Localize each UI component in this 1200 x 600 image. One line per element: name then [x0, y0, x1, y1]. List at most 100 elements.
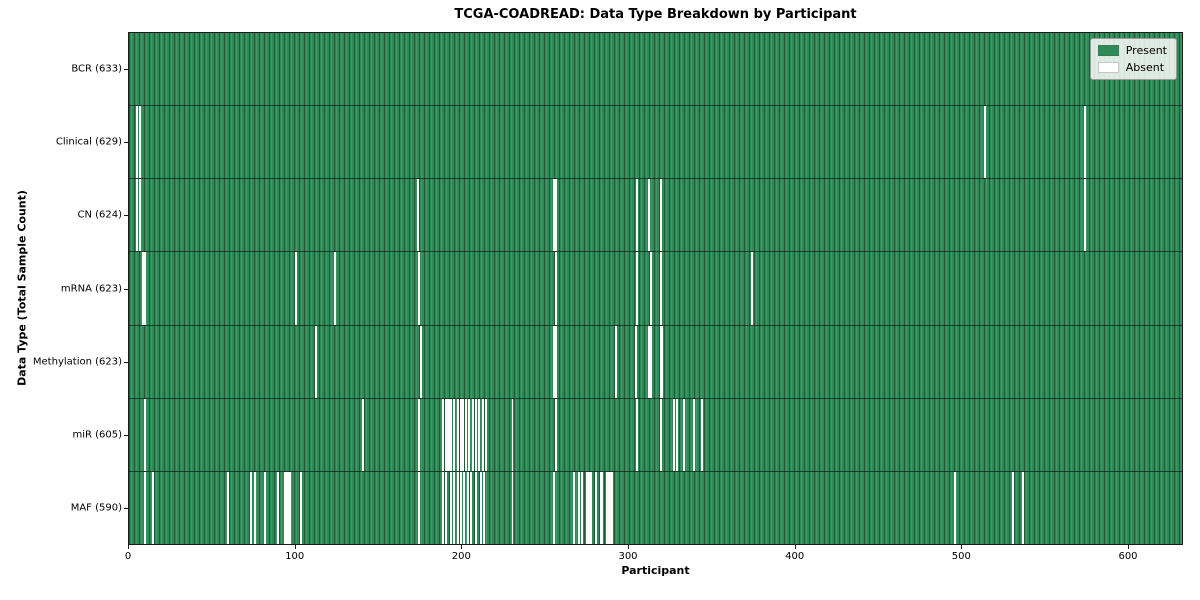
absent-stripe	[701, 398, 704, 471]
x-axis-title: Participant	[621, 564, 690, 577]
absent-stripe	[554, 325, 557, 398]
absent-stripe	[659, 325, 662, 398]
x-tick-label-300: 300	[618, 551, 638, 562]
absent-stripe	[553, 471, 556, 544]
legend: Present Absent	[1089, 38, 1177, 80]
absent-stripe	[661, 325, 664, 398]
y-tick-label-clinical: Clinical (629)	[55, 136, 122, 148]
absent-stripe	[418, 471, 421, 544]
x-tick-mark	[794, 545, 796, 549]
absent-stripe	[446, 398, 449, 471]
absent-stripe	[143, 252, 146, 325]
absent-stripe	[283, 471, 286, 544]
absent-stripe	[445, 398, 447, 471]
absent-stripe	[659, 398, 662, 471]
absent-stripe	[361, 398, 364, 471]
x-axis: 0 100 200 300 400 500 600	[124, 545, 1183, 575]
absent-stripe	[692, 398, 695, 471]
absent-stripe	[1083, 179, 1086, 252]
heatmap-row-bcr	[129, 33, 1182, 106]
absent-stripe	[1083, 106, 1086, 179]
x-tick-mark	[294, 545, 296, 549]
absent-stripe	[554, 252, 557, 325]
absent-stripe	[511, 398, 514, 471]
absent-stripe	[263, 471, 266, 544]
y-tick-mark	[124, 215, 128, 217]
x-tick-label-100: 100	[285, 551, 305, 562]
absent-stripe	[483, 471, 486, 544]
absent-stripe	[634, 325, 637, 398]
heatmap-row-methylation	[129, 324, 1182, 398]
absent-stripe	[484, 398, 487, 471]
absent-stripe	[142, 252, 145, 325]
absent-stripe	[478, 398, 481, 471]
absent-stripe	[649, 325, 652, 398]
absent-stripe	[277, 471, 279, 544]
absent-stripe	[471, 398, 474, 471]
absent-stripe	[608, 471, 610, 544]
absent-stripe	[287, 471, 289, 544]
absent-stripe	[418, 398, 421, 471]
y-tick-label-methylation: Methylation (623)	[32, 356, 122, 368]
absent-stripe	[466, 471, 469, 544]
absent-stripe	[465, 398, 467, 471]
x-tick-label-0: 0	[124, 551, 132, 562]
absent-stripe	[599, 471, 602, 544]
absent-stripe	[470, 471, 472, 544]
absent-stripe	[553, 179, 556, 252]
absent-stripe	[984, 106, 986, 179]
absent-stripe	[460, 398, 462, 471]
y-tick-mark	[124, 361, 128, 363]
absent-stripe	[481, 398, 484, 471]
absent-stripe	[445, 471, 447, 544]
y-tick-label-mir: miR (605)	[72, 429, 122, 441]
absent-stripe	[614, 325, 617, 398]
heatmap-row-maf	[129, 470, 1182, 544]
x-tick-label-600: 600	[1118, 551, 1138, 562]
absent-stripe	[143, 398, 146, 471]
x-tick-label-400: 400	[785, 551, 805, 562]
absent-stripe	[138, 106, 141, 179]
absent-stripe	[588, 471, 591, 544]
chart-title: TCGA-COADREAD: Data Type Breakdown by Pa…	[454, 7, 857, 22]
heatmap-row-cn	[129, 178, 1182, 252]
absent-stripe	[601, 471, 604, 544]
legend-item-present: Present	[1097, 44, 1167, 57]
absent-stripe	[581, 471, 584, 544]
absent-stripe	[135, 179, 138, 252]
absent-stripe	[594, 471, 597, 544]
absent-stripe	[135, 106, 138, 179]
absent-stripe	[456, 398, 459, 471]
x-tick-mark	[128, 545, 129, 549]
absent-stripe	[295, 252, 298, 325]
x-tick-mark	[1128, 545, 1129, 549]
absent-stripe	[285, 471, 288, 544]
x-tick-label-500: 500	[951, 551, 971, 562]
absent-stripe	[636, 398, 639, 471]
absent-stripe	[461, 398, 464, 471]
absent-stripe	[573, 471, 576, 544]
absent-stripe	[475, 471, 477, 544]
absent-stripe	[676, 398, 679, 471]
absent-stripe	[611, 471, 614, 544]
y-tick-mark	[124, 141, 128, 143]
absent-stripe	[648, 179, 650, 252]
y-tick-mark	[124, 288, 128, 290]
absent-stripe	[227, 471, 230, 544]
plot-area: Present Absent	[128, 32, 1183, 545]
absent-stripe	[453, 471, 456, 544]
y-tick-mark	[124, 435, 128, 437]
absent-stripe	[441, 398, 444, 471]
absent-stripe	[418, 252, 421, 325]
absent-stripe	[648, 325, 650, 398]
absent-stripe	[1012, 471, 1015, 544]
heatmap-row-mrna	[129, 251, 1182, 325]
absent-stripe	[463, 471, 466, 544]
y-tick-label-maf: MAF (590)	[70, 502, 122, 514]
absent-stripe	[333, 252, 336, 325]
x-tick-label-200: 200	[451, 551, 471, 562]
absent-stripe	[420, 325, 422, 398]
absent-stripe	[315, 325, 318, 398]
absent-stripe	[288, 471, 291, 544]
